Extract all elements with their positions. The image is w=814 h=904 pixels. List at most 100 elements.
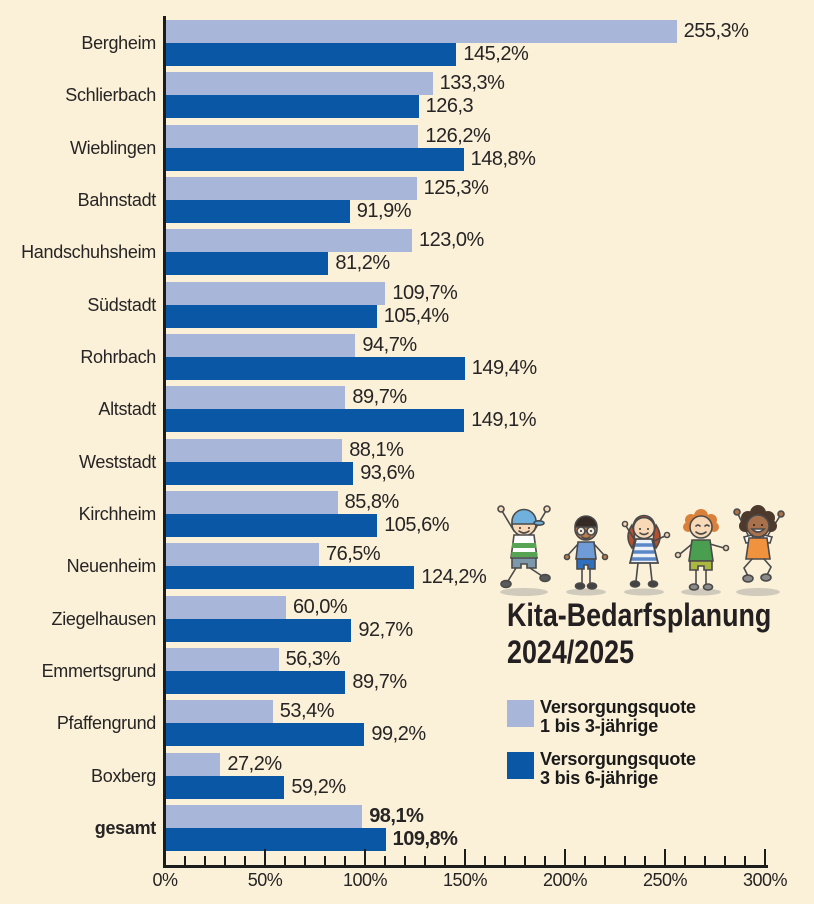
bar-value-label: 91,9% <box>356 199 412 222</box>
category-label: Kirchheim <box>78 503 157 524</box>
bar-value-label: 145,2% <box>463 43 529 65</box>
bar-3to6 <box>166 252 329 276</box>
bar-3to6 <box>166 304 377 328</box>
legend-swatch-light-blue <box>507 700 534 727</box>
bar-3to6 <box>166 566 415 590</box>
x-axis-minor-tick <box>404 856 406 865</box>
category-label: Schlierbach <box>65 85 156 106</box>
x-axis-minor-tick <box>384 856 386 865</box>
x-axis-minor-tick <box>324 856 326 865</box>
bar-value-label: 89,7% <box>352 670 407 693</box>
bar-value-label: 81,2% <box>335 252 390 275</box>
category-label: Emmertsgrund <box>41 660 157 681</box>
children-illustration <box>497 505 785 596</box>
bar-1to3 <box>166 700 273 724</box>
bar-value-label: 98,1% <box>369 804 424 827</box>
bar-3to6 <box>166 356 465 380</box>
category-label: Altstadt <box>98 399 156 420</box>
bar-value-label: 126,2% <box>425 124 491 147</box>
bar-value-label: 123,0% <box>419 229 484 252</box>
x-axis-minor-tick <box>684 856 686 865</box>
bar-value-label: 89,7% <box>352 386 407 409</box>
bar-value-label: 60,0% <box>293 595 348 618</box>
x-axis-minor-tick <box>524 856 526 865</box>
bar-3to6 <box>166 43 457 66</box>
bar-3to6 <box>166 723 365 747</box>
x-axis-major-tick <box>464 849 466 865</box>
bar-1to3 <box>166 804 363 828</box>
bar-value-label: 59,2% <box>291 775 346 798</box>
x-axis-tick-label: 50% <box>247 870 283 890</box>
bar-1to3 <box>166 543 319 567</box>
bar-3to6 <box>166 775 285 799</box>
chart-title: Kita-Bedarfsplanung 2024/2025 <box>507 597 771 671</box>
x-axis-minor-tick <box>224 856 226 865</box>
bar-value-label: 149,4% <box>471 356 537 379</box>
bar-1to3 <box>166 438 343 462</box>
bar-3to6 <box>166 827 386 851</box>
x-axis-minor-tick <box>584 856 586 865</box>
bar-1to3 <box>166 386 346 410</box>
bar-value-label: 255,3% <box>683 20 749 42</box>
x-axis-major-tick <box>364 849 366 865</box>
x-axis-minor-tick <box>724 856 726 865</box>
bar-value-label: 149,1% <box>471 409 537 432</box>
bar-3to6 <box>166 618 352 642</box>
bar-value-label: 126,3 <box>425 95 474 118</box>
bar-value-label: 125,3% <box>423 176 489 199</box>
legend-swatch-dark-blue <box>507 752 534 779</box>
bar-value-label: 148,8% <box>470 147 536 170</box>
x-axis-minor-tick <box>544 856 546 865</box>
bar-1to3 <box>166 281 386 305</box>
bar-value-label: 105,6% <box>384 513 450 536</box>
x-axis-minor-tick <box>624 856 626 865</box>
bar-3to6 <box>166 147 464 171</box>
x-axis-minor-tick <box>184 856 186 865</box>
bar-1to3 <box>166 176 417 200</box>
bar-1to3 <box>166 72 433 96</box>
x-axis-minor-tick <box>304 856 306 865</box>
category-label: Ziegelhausen <box>51 608 157 629</box>
legend-label-3to6: Versorgungsquote 3 bis 6-jährige <box>540 749 696 788</box>
x-axis-tick-label: 300% <box>742 870 788 890</box>
bar-value-label: 76,5% <box>326 543 381 566</box>
x-axis-major-tick <box>264 849 266 865</box>
bar-value-label: 109,8% <box>392 827 458 850</box>
category-label: Neuenheim <box>66 556 157 577</box>
child-3 <box>621 514 671 596</box>
bar-3to6 <box>166 409 465 433</box>
x-axis-minor-tick <box>604 856 606 865</box>
x-axis-minor-tick <box>204 856 206 865</box>
bar-value-label: 94,7% <box>362 333 417 356</box>
bar-1to3 <box>166 595 286 619</box>
category-label: Bergheim <box>81 33 156 53</box>
bar-1to3 <box>166 333 356 357</box>
bar-value-label: 133,3% <box>439 72 505 95</box>
x-axis-tick-label: 0% <box>152 870 178 890</box>
bar-3to6 <box>166 461 354 485</box>
x-axis-line <box>163 865 768 868</box>
bar-value-label: 53,4% <box>279 700 335 723</box>
bar-value-label: 85,8% <box>344 490 400 513</box>
category-label: Pfaffengrund <box>56 713 156 734</box>
x-axis-major-tick <box>764 849 766 865</box>
bar-3to6 <box>166 670 346 694</box>
legend-label-1to3: Versorgungsquote 1 bis 3-jährige <box>540 697 696 736</box>
category-label: Wieblingen <box>69 137 156 158</box>
bar-value-label: 27,2% <box>227 752 282 775</box>
child-4 <box>674 509 730 596</box>
bar-1to3 <box>166 124 419 148</box>
x-axis-minor-tick <box>504 856 506 865</box>
bar-3to6 <box>166 95 419 119</box>
x-axis-minor-tick <box>284 856 286 865</box>
bar-1to3 <box>166 229 412 253</box>
x-axis-minor-tick <box>744 856 746 865</box>
category-label: gesamt <box>94 817 157 838</box>
bar-1to3 <box>166 20 677 43</box>
y-axis-line <box>163 16 166 868</box>
category-label: Boxberg <box>91 765 156 786</box>
x-axis-minor-tick <box>484 856 486 865</box>
x-axis-minor-tick <box>444 856 446 865</box>
x-axis-tick-label: 250% <box>642 870 688 890</box>
